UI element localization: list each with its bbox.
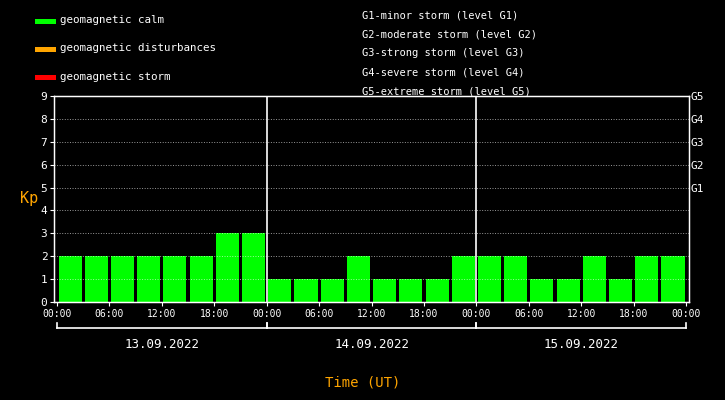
Text: Time (UT): Time (UT) xyxy=(325,376,400,390)
Bar xyxy=(531,279,553,302)
Bar xyxy=(216,233,239,302)
Text: 13.09.2022: 13.09.2022 xyxy=(125,338,199,351)
Bar xyxy=(399,279,423,302)
Text: geomagnetic disturbances: geomagnetic disturbances xyxy=(60,44,216,54)
Bar xyxy=(583,256,606,302)
Y-axis label: Kp: Kp xyxy=(20,192,38,206)
Bar xyxy=(59,256,82,302)
Bar xyxy=(557,279,580,302)
Text: G4-severe storm (level G4): G4-severe storm (level G4) xyxy=(362,67,525,77)
Text: G3-strong storm (level G3): G3-strong storm (level G3) xyxy=(362,48,525,58)
Bar xyxy=(36,19,57,24)
Bar xyxy=(609,279,632,302)
Bar xyxy=(320,279,344,302)
Text: G5-extreme storm (level G5): G5-extreme storm (level G5) xyxy=(362,86,531,96)
Bar xyxy=(137,256,160,302)
Text: G2-moderate storm (level G2): G2-moderate storm (level G2) xyxy=(362,30,537,40)
Bar xyxy=(242,233,265,302)
Bar xyxy=(294,279,318,302)
Bar xyxy=(347,256,370,302)
Bar xyxy=(190,256,212,302)
Bar xyxy=(635,256,658,302)
Bar xyxy=(452,256,475,302)
Bar xyxy=(85,256,108,302)
Bar xyxy=(163,256,186,302)
Bar xyxy=(36,47,57,52)
Bar xyxy=(426,279,449,302)
Bar xyxy=(373,279,396,302)
Text: 14.09.2022: 14.09.2022 xyxy=(334,338,409,351)
Text: G1-minor storm (level G1): G1-minor storm (level G1) xyxy=(362,11,519,21)
Bar xyxy=(268,279,291,302)
Text: 15.09.2022: 15.09.2022 xyxy=(544,338,618,351)
Bar xyxy=(504,256,527,302)
Bar xyxy=(36,75,57,80)
Bar xyxy=(111,256,134,302)
Text: geomagnetic calm: geomagnetic calm xyxy=(60,15,165,25)
Bar xyxy=(661,256,684,302)
Text: geomagnetic storm: geomagnetic storm xyxy=(60,72,171,82)
Bar xyxy=(478,256,501,302)
